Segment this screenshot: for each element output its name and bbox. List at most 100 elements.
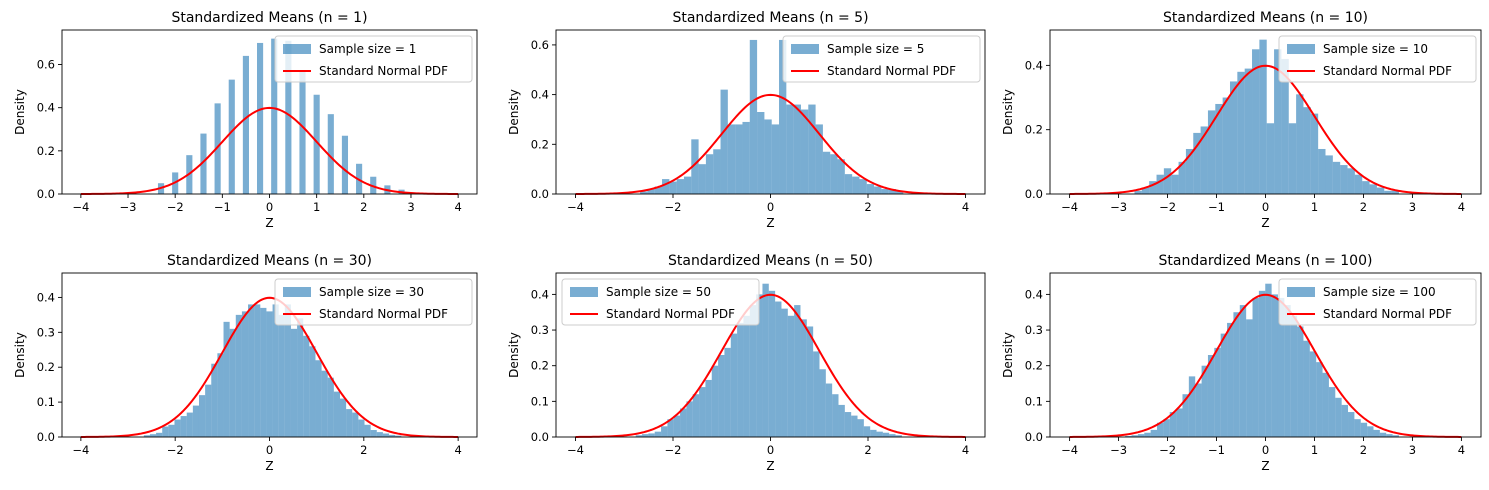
hist-bar-43: [1392, 435, 1399, 437]
x-tick-label: 4: [454, 443, 461, 457]
legend: Sample size = 100 Standard Normal PDF: [1278, 278, 1477, 326]
hist-bar-20: [779, 39, 787, 194]
y-tick-label: 0.3: [37, 325, 55, 339]
hist-bar-35: [1384, 190, 1392, 194]
hist-bar-42: [1386, 434, 1393, 437]
x-tick-label: 0: [1262, 200, 1269, 214]
hist-bar-16: [235, 314, 242, 437]
hist-bar-3: [1149, 181, 1157, 194]
hist-bar-14: [718, 355, 725, 437]
y-axis-label: Density: [507, 332, 521, 378]
x-tick-label: 0: [767, 200, 774, 214]
hist-bar-14: [1207, 355, 1215, 437]
hist-bar-6: [174, 419, 181, 437]
chart-title: Standardized Means (n = 5): [672, 10, 868, 26]
hist-bar-10: [705, 154, 714, 194]
subplot-5: −4 −2 0 2 4 0.0 0.1 0.2 0.3 0.4 Standardized Means…: [507, 253, 986, 473]
legend: Sample size = 1 Standard Normal PDF: [274, 35, 473, 83]
hist-bar-19: [1266, 123, 1275, 194]
hist-bar-14: [341, 135, 349, 194]
hist-bar-7: [673, 415, 681, 437]
hist-bar-5: [661, 426, 668, 437]
y-tick-label: 0.4: [37, 290, 55, 304]
y-tick-label: 0.0: [531, 430, 549, 444]
hist-bar-33: [874, 186, 882, 194]
hist-bar-3: [1137, 434, 1145, 437]
y-tick-label: 0.1: [37, 395, 55, 409]
hist-bar-41: [1379, 432, 1387, 437]
legend-box: [274, 278, 473, 326]
y-tick-label: 0.1: [531, 394, 549, 408]
hist-bar-33: [1369, 184, 1377, 194]
hist-bar-24: [1271, 294, 1278, 437]
hist-bar-21: [1281, 58, 1289, 194]
histogram-bars: [635, 283, 902, 437]
hist-bar-23: [1296, 94, 1304, 194]
hist-bar-4: [654, 431, 662, 437]
hist-bar-19: [254, 304, 261, 437]
hist-bar-18: [1233, 312, 1240, 437]
hist-bar-15: [1214, 347, 1221, 437]
hist-bar-23: [278, 314, 285, 437]
hist-bar-14: [735, 124, 743, 194]
hist-bar-27: [830, 154, 838, 194]
x-tick-label: 0: [266, 443, 273, 457]
hist-bar-25: [815, 124, 823, 194]
chart-title: Standardized Means (n = 10): [1163, 10, 1368, 26]
y-tick-label: 0.2: [37, 144, 55, 158]
hist-bar-34: [881, 189, 889, 194]
hist-bar-6: [676, 179, 684, 194]
hist-bar-33: [340, 398, 347, 437]
hist-bar-7: [683, 176, 692, 194]
hist-bar-32: [866, 184, 875, 194]
subplot-2: −4 −2 0 2 4 0.0 0.2 0.4 0.6 Standardized Means (n…: [507, 10, 986, 230]
legend-box: [782, 35, 981, 83]
x-tick-label: −1: [1208, 443, 1225, 457]
legend: Sample size = 30 Standard Normal PDF: [274, 278, 473, 326]
hist-bar-5: [669, 181, 677, 194]
hist-bar-20: [1246, 319, 1253, 437]
x-tick-label: −4: [1061, 200, 1078, 214]
hist-bar-9: [1176, 408, 1183, 437]
hist-bar-37: [863, 426, 871, 437]
hist-bar-17: [737, 322, 744, 437]
hist-bar-17: [241, 311, 249, 437]
hist-bar-18: [743, 315, 750, 437]
hist-bar-30: [852, 176, 860, 194]
hist-bar-40: [382, 433, 390, 437]
hist-bar-29: [844, 174, 853, 194]
hist-bar-17: [1252, 49, 1260, 195]
hist-bar-12: [1195, 383, 1202, 437]
hist-bar-8: [1169, 412, 1177, 437]
hist-bar-26: [1318, 148, 1326, 194]
y-tick-label: 0.2: [1025, 123, 1043, 137]
histogram-bars: [640, 39, 904, 194]
hist-bar-12: [313, 94, 320, 194]
y-tick-label: 0.0: [37, 187, 55, 201]
y-tick-label: 0.2: [1025, 359, 1043, 373]
hist-bar-9: [192, 405, 199, 437]
legend-swatch-hist: [283, 287, 311, 297]
legend-entry-hist: Sample size = 100: [1323, 285, 1436, 299]
hist-bar-25: [1310, 113, 1319, 194]
chart-title: Standardized Means (n = 100): [1159, 253, 1373, 269]
x-tick-label: −2: [1159, 200, 1176, 214]
x-tick-label: 2: [864, 443, 871, 457]
y-tick-label: 0.2: [531, 359, 549, 373]
hist-bar-38: [1360, 422, 1368, 437]
x-tick-label: −4: [72, 443, 89, 457]
hist-bar-9: [271, 38, 278, 195]
hist-bar-12: [1215, 103, 1223, 194]
x-tick-label: 3: [1409, 200, 1416, 214]
legend-swatch-hist: [1287, 287, 1315, 297]
hist-bar-5: [1163, 168, 1172, 194]
hist-bar-12: [705, 379, 712, 437]
y-axis-label: Density: [1001, 332, 1015, 378]
y-tick-label: 0.4: [1025, 287, 1043, 301]
hist-bar-36: [896, 191, 904, 194]
hist-bar-34: [1335, 397, 1342, 437]
chart-title: Standardized Means (n = 1): [171, 10, 367, 26]
subplot-4: −4 −2 0 2 4 0.0 0.1 0.2 0.3 0.4 Standardized Means…: [13, 253, 478, 473]
hist-bar-21: [1252, 297, 1259, 437]
hist-bar-22: [793, 104, 801, 194]
